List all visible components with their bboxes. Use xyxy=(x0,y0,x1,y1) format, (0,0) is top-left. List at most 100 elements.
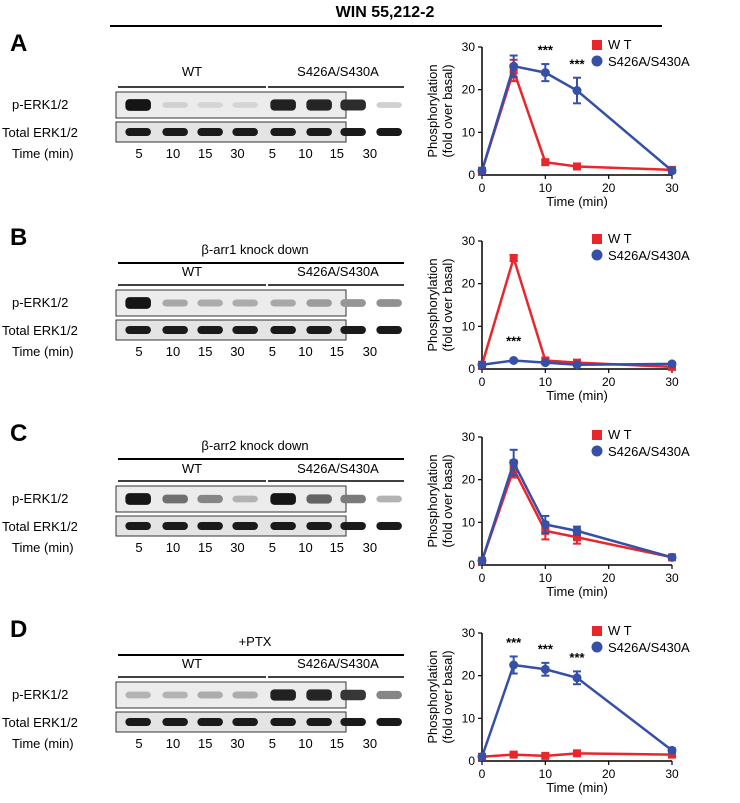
lane-time-label: 10 xyxy=(298,736,312,751)
figure-title: WIN 55,212-2 xyxy=(336,4,435,21)
x-tick-label: 0 xyxy=(479,181,486,195)
y-axis-title-line2: (fold over basal) xyxy=(440,650,455,743)
y-tick-label: 20 xyxy=(462,83,476,97)
band-total-erk xyxy=(306,718,332,726)
series-line-wt xyxy=(480,465,673,562)
data-point-mutant xyxy=(667,552,677,562)
x-tick-label: 10 xyxy=(539,375,553,389)
data-point-mutant xyxy=(477,556,487,566)
row-label-p-erk: p-ERK1/2 xyxy=(12,295,68,310)
data-point-mutant xyxy=(667,359,677,369)
band-p-erk xyxy=(232,691,258,699)
chart-a: 0 10 20 30 0 10 20 30 Time (min) Phosphorylation(… xyxy=(425,37,690,209)
time-label: Time (min) xyxy=(12,736,74,751)
lane-time-label: 5 xyxy=(269,146,276,161)
band-total-erk xyxy=(376,326,402,334)
group-label-wt: WT xyxy=(182,264,202,279)
band-total-erk xyxy=(306,522,332,530)
lane-time-label: 10 xyxy=(166,344,180,359)
data-point-mutant xyxy=(477,360,487,370)
significance-stars: *** xyxy=(569,56,585,71)
band-total-erk xyxy=(232,522,258,530)
band-p-erk xyxy=(232,495,258,503)
row-label-total-erk: Total ERK1/2 xyxy=(2,519,78,534)
row-label-p-erk: p-ERK1/2 xyxy=(12,491,68,506)
significance-stars: *** xyxy=(538,43,554,58)
lane-time-label: 5 xyxy=(135,344,142,359)
lane-time-label: 30 xyxy=(230,736,244,751)
band-p-erk xyxy=(376,299,402,307)
legend-marker-mutant xyxy=(591,641,603,653)
band-total-erk xyxy=(197,718,223,726)
data-point-mutant xyxy=(540,68,550,78)
y-tick-label: 0 xyxy=(468,754,475,768)
x-tick-label: 10 xyxy=(539,767,553,781)
x-axis-title: Time (min) xyxy=(546,584,608,599)
band-total-erk xyxy=(125,718,151,726)
band-total-erk xyxy=(197,128,223,136)
lane-time-label: 10 xyxy=(298,344,312,359)
data-point-mutant xyxy=(477,752,487,762)
lane-time-label: 10 xyxy=(166,736,180,751)
lane-time-label: 15 xyxy=(330,736,344,751)
x-tick-label: 30 xyxy=(665,181,679,195)
data-point-mutant xyxy=(667,166,677,176)
lane-time-label: 15 xyxy=(198,540,212,555)
legend-marker-wt xyxy=(592,40,602,50)
x-tick-label: 20 xyxy=(602,571,616,585)
legend-label-wt: W T xyxy=(608,37,632,52)
data-point-mutant xyxy=(509,458,519,468)
band-total-erk xyxy=(306,326,332,334)
row-label-p-erk: p-ERK1/2 xyxy=(12,97,68,112)
data-point-mutant xyxy=(477,166,487,176)
lane-time-label: 30 xyxy=(230,146,244,161)
band-total-erk xyxy=(340,128,366,136)
band-p-erk xyxy=(232,299,258,307)
lane-time-label: 30 xyxy=(230,540,244,555)
lane-time-label: 15 xyxy=(198,146,212,161)
data-point-mutant xyxy=(572,360,582,370)
band-total-erk xyxy=(340,522,366,530)
lane-time-label: 10 xyxy=(298,146,312,161)
lane-time-label: 5 xyxy=(269,736,276,751)
x-tick-label: 0 xyxy=(479,767,486,781)
group-label-wt: WT xyxy=(182,64,202,79)
x-tick-label: 30 xyxy=(665,571,679,585)
group-label-mutant: S426A/S430A xyxy=(297,461,379,476)
band-total-erk xyxy=(197,522,223,530)
data-point-mutant xyxy=(540,358,550,368)
lane-time-label: 30 xyxy=(363,540,377,555)
data-point-mutant xyxy=(509,660,519,670)
y-tick-label: 20 xyxy=(462,277,476,291)
y-tick-label: 0 xyxy=(468,558,475,572)
band-p-erk xyxy=(125,691,151,699)
lane-time-label: 5 xyxy=(135,146,142,161)
band-total-erk xyxy=(340,326,366,334)
chart-b: 0 10 20 30 0 10 20 30 Time (min) Phosphorylation(… xyxy=(425,231,690,403)
band-total-erk xyxy=(376,522,402,530)
x-tick-label: 0 xyxy=(479,571,486,585)
band-p-erk xyxy=(162,102,188,108)
row-label-total-erk: Total ERK1/2 xyxy=(2,323,78,338)
lane-time-label: 15 xyxy=(198,344,212,359)
band-p-erk xyxy=(162,299,188,307)
data-point-wt xyxy=(541,158,550,167)
band-total-erk xyxy=(162,718,188,726)
group-label-mutant: S426A/S430A xyxy=(297,656,379,671)
time-label: Time (min) xyxy=(12,540,74,555)
band-p-erk xyxy=(306,689,332,701)
x-tick-label: 0 xyxy=(479,375,486,389)
band-total-erk xyxy=(162,522,188,530)
lane-time-label: 5 xyxy=(269,540,276,555)
band-p-erk xyxy=(162,691,188,699)
lane-time-label: 10 xyxy=(166,540,180,555)
chart-c: 0 10 20 30 0 10 20 30 Time (min) Phosphorylation(… xyxy=(425,427,690,599)
significance-stars: *** xyxy=(569,650,585,665)
x-tick-label: 20 xyxy=(602,375,616,389)
data-point-wt xyxy=(573,533,581,542)
y-tick-label: 10 xyxy=(462,515,476,529)
data-point-mutant xyxy=(572,526,582,536)
legend-label-mutant: S426A/S430A xyxy=(608,640,690,655)
x-tick-label: 20 xyxy=(602,181,616,195)
